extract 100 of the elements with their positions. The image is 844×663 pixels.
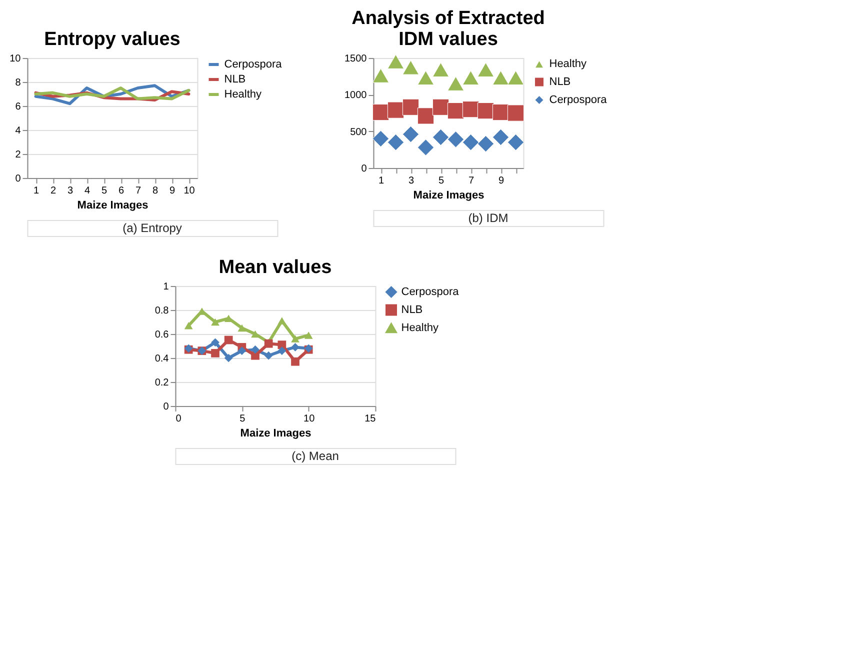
point bbox=[278, 340, 286, 349]
y-tick-label: 1500 bbox=[344, 54, 368, 64]
x-tick-label: 10 bbox=[184, 186, 196, 196]
point bbox=[507, 134, 524, 151]
text: (c) Mean bbox=[292, 449, 339, 463]
x-tick-label: 5 bbox=[240, 414, 246, 424]
x-tick-label: 5 bbox=[438, 176, 444, 186]
legend-label: Healthy bbox=[549, 58, 588, 70]
x-tick-label: 5 bbox=[101, 186, 108, 196]
legend-label: Healthy bbox=[224, 88, 262, 100]
point bbox=[492, 104, 510, 121]
text: (b) IDM bbox=[468, 211, 508, 225]
point bbox=[224, 336, 233, 344]
x-tick-label: 1 bbox=[378, 176, 384, 186]
chart-title: Mean values bbox=[218, 257, 332, 278]
chart-title: Analysis of Extracted IDM values bbox=[352, 8, 545, 50]
point bbox=[224, 354, 233, 362]
point bbox=[372, 68, 390, 83]
point bbox=[477, 135, 494, 152]
point bbox=[432, 98, 450, 116]
point bbox=[387, 102, 404, 118]
point bbox=[304, 332, 313, 339]
point bbox=[402, 98, 420, 116]
y-tick-label: 1000 bbox=[344, 90, 368, 102]
legend-label: Healthy bbox=[401, 322, 440, 334]
y-tick-label: 8 bbox=[15, 78, 22, 88]
point bbox=[291, 357, 300, 366]
point bbox=[417, 139, 434, 156]
x-axis-title: Maize Images bbox=[240, 428, 312, 440]
x-tick-label: 3 bbox=[408, 176, 414, 186]
point bbox=[184, 322, 193, 330]
point bbox=[387, 134, 404, 151]
point bbox=[387, 54, 404, 69]
x-tick-label: 6 bbox=[118, 186, 124, 196]
legend-label: NLB bbox=[224, 74, 246, 86]
point bbox=[417, 70, 434, 86]
x-tick-label: 15 bbox=[364, 414, 376, 424]
point bbox=[447, 76, 464, 91]
x-tick-label: 9 bbox=[169, 186, 176, 196]
point bbox=[402, 60, 420, 75]
x-tick-label: 7 bbox=[135, 186, 142, 196]
point bbox=[278, 346, 286, 355]
y-tick-label: 0 bbox=[361, 164, 368, 174]
legend-label: NLB bbox=[401, 304, 423, 316]
point bbox=[238, 324, 246, 332]
point bbox=[507, 104, 524, 122]
point bbox=[372, 130, 390, 147]
point bbox=[432, 128, 450, 146]
chart-title: Entropy values bbox=[44, 29, 180, 50]
point bbox=[492, 128, 510, 146]
x-tick-label: 7 bbox=[468, 176, 474, 186]
point bbox=[477, 102, 494, 120]
point bbox=[507, 70, 524, 86]
x-tick-label: 2 bbox=[50, 186, 56, 196]
x-tick-label: 0 bbox=[176, 414, 182, 424]
point bbox=[278, 317, 286, 324]
x-tick-label: 10 bbox=[304, 414, 316, 424]
x-tick-label: 9 bbox=[498, 176, 504, 186]
x-tick-label: 3 bbox=[67, 186, 74, 196]
point bbox=[291, 343, 300, 352]
point bbox=[251, 351, 260, 360]
point bbox=[211, 318, 220, 326]
point bbox=[402, 126, 420, 143]
y-tick-label: 6 bbox=[15, 102, 22, 112]
y-tick-label: 1 bbox=[163, 282, 170, 292]
x-axis-title: Maize Images bbox=[77, 200, 148, 212]
y-tick-label: 4 bbox=[15, 126, 22, 136]
point bbox=[492, 70, 510, 86]
point bbox=[447, 131, 464, 148]
point bbox=[462, 70, 480, 86]
point bbox=[251, 345, 260, 354]
y-tick-label: 0 bbox=[163, 402, 170, 412]
y-tick-label: 0.2 bbox=[154, 378, 170, 388]
point bbox=[417, 108, 434, 124]
text: (a) Entropy bbox=[122, 221, 182, 235]
point bbox=[211, 349, 220, 358]
y-tick-label: 0.6 bbox=[154, 330, 170, 340]
point bbox=[291, 335, 300, 342]
point bbox=[264, 351, 273, 360]
y-tick-label: 10 bbox=[10, 54, 22, 64]
point bbox=[447, 102, 464, 120]
line-series bbox=[34, 86, 190, 100]
point bbox=[238, 346, 246, 355]
y-tick-label: 2 bbox=[15, 150, 22, 160]
point bbox=[251, 330, 260, 338]
y-tick-label: 500 bbox=[350, 126, 368, 138]
point bbox=[462, 134, 480, 151]
y-tick-label: 0.8 bbox=[154, 306, 170, 316]
x-tick-label: 1 bbox=[33, 186, 40, 196]
legend-label: Cerpospora bbox=[224, 58, 283, 70]
point bbox=[462, 101, 480, 118]
point bbox=[432, 62, 450, 77]
legend-label: NLB bbox=[549, 76, 571, 88]
point bbox=[477, 62, 494, 77]
point bbox=[372, 104, 390, 121]
x-axis-title: Maize Images bbox=[413, 190, 484, 202]
x-tick-label: 4 bbox=[84, 186, 90, 196]
legend-label: Cerpospora bbox=[549, 94, 608, 106]
point bbox=[211, 338, 220, 347]
legend-label: Cerpospora bbox=[401, 286, 460, 298]
